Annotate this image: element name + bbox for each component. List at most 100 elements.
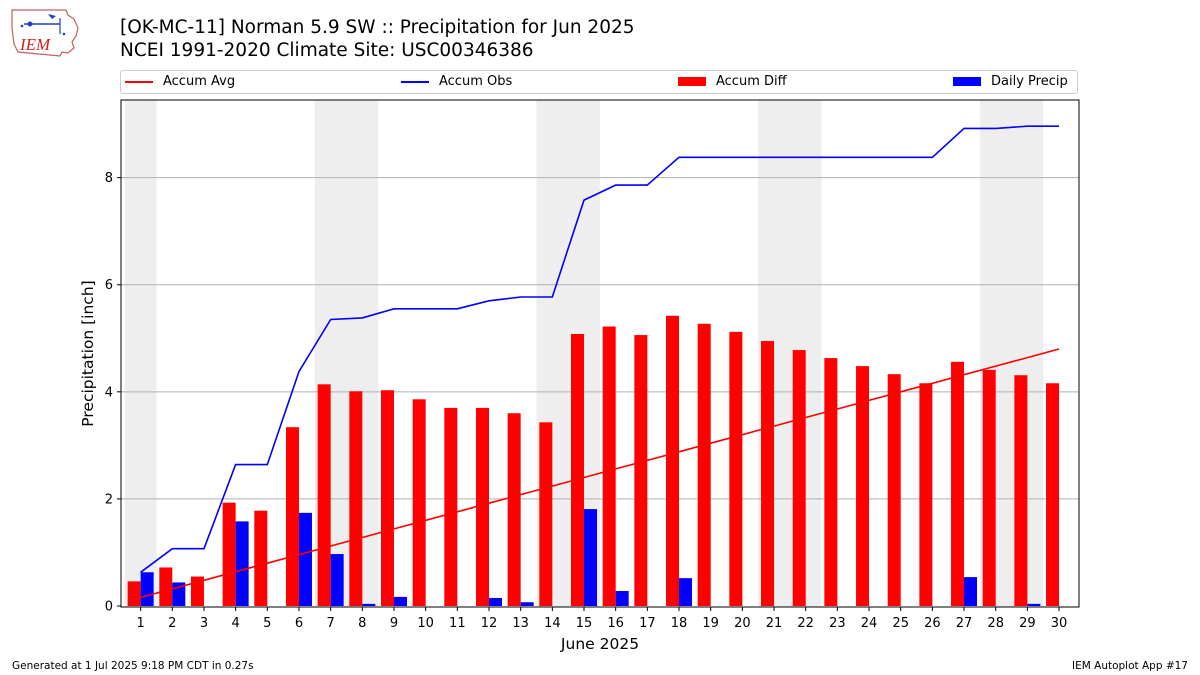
chart-title: [OK-MC-11] Norman 5.9 SW :: Precipitatio… (120, 17, 635, 38)
y-tick-label: 2 (105, 492, 113, 507)
x-tick-label: 2 (168, 616, 176, 631)
accum-diff-bar (602, 326, 616, 606)
legend-entry-daily-precip: Daily Precip (953, 74, 1068, 89)
daily-precip-bar (584, 509, 598, 606)
x-tick-label: 8 (358, 616, 366, 631)
accum-diff-bar (475, 407, 489, 606)
x-tick-label: 28 (987, 616, 1004, 631)
accum-diff-bar (824, 358, 838, 606)
accum-avg-line (140, 348, 1060, 599)
chart-subtitle: NCEI 1991-2020 Climate Site: USC00346386 (120, 40, 534, 61)
accum-diff-bar (666, 315, 680, 606)
x-tick-label: 19 (702, 616, 719, 631)
x-tick-label: 14 (544, 616, 561, 631)
footer-generated-text: Generated at 1 Jul 2025 9:18 PM CDT in 0… (12, 660, 254, 672)
x-tick-label: 17 (639, 616, 656, 631)
x-tick-label: 1 (136, 616, 144, 631)
daily-precip-bar (330, 554, 344, 606)
legend-entry-accum-obs: Accum Obs (401, 74, 512, 89)
x-tick-label: 24 (861, 616, 878, 631)
x-tick-label: 18 (671, 616, 688, 631)
x-tick-label: 6 (295, 616, 303, 631)
x-tick-label: 22 (797, 616, 814, 631)
y-tick-label: 0 (105, 600, 113, 615)
chart-legend: Accum Avg Accum Obs Accum Diff Daily Pre… (120, 70, 1078, 94)
accum-diff-bar (254, 510, 268, 606)
x-tick-label: 25 (892, 616, 909, 631)
y-tick-label: 6 (105, 278, 113, 293)
x-tick-label: 27 (956, 616, 973, 631)
x-tick-label: 23 (829, 616, 846, 631)
x-tick-label: 15 (576, 616, 593, 631)
accum-diff-bar (159, 567, 173, 606)
x-tick-label: 26 (924, 616, 941, 631)
legend-label-daily-precip: Daily Precip (991, 74, 1068, 89)
accum-diff-bar (285, 427, 299, 606)
accum-diff-bar (507, 413, 521, 606)
y-tick-label: 8 (105, 171, 113, 186)
x-tick-label: 21 (766, 616, 783, 631)
accum-diff-bar (697, 323, 711, 606)
accum-diff-bar (190, 576, 204, 606)
accum-obs-line (140, 125, 1059, 573)
accum-diff-bar (1014, 375, 1028, 606)
x-tick-label: 13 (512, 616, 529, 631)
accum-diff-bar (349, 391, 363, 606)
daily-precip-bar (235, 521, 249, 606)
x-tick-label: 4 (232, 616, 240, 631)
accum-diff-bar (1046, 383, 1060, 606)
y-tick-label: 4 (105, 385, 113, 400)
accum-diff-bar (317, 384, 331, 606)
x-tick-label: 11 (449, 616, 466, 631)
accum-diff-bar (856, 366, 870, 606)
x-tick-label: 16 (607, 616, 624, 631)
x-tick-label: 10 (417, 616, 434, 631)
legend-label-accum-obs: Accum Obs (439, 74, 513, 89)
x-tick-label: 12 (481, 616, 498, 631)
daily-precip-bar (1027, 603, 1041, 606)
legend-entry-accum-diff: Accum Diff (678, 74, 787, 89)
weekend-band (124, 100, 157, 607)
footer-app-text: IEM Autoplot App #17 (1072, 660, 1188, 672)
accum-diff-bar (127, 581, 141, 606)
x-tick-label: 3 (200, 616, 208, 631)
accum-diff-bar (792, 350, 806, 606)
x-tick-label: 30 (1051, 616, 1068, 631)
x-tick-label: 7 (327, 616, 335, 631)
daily-precip-bar (679, 578, 693, 606)
daily-precip-bar (298, 512, 312, 606)
daily-precip-bar (964, 577, 978, 606)
legend-swatch-accum-obs (401, 80, 429, 83)
accum-diff-bar (571, 333, 585, 606)
x-tick-label: 29 (1019, 616, 1036, 631)
accum-diff-bar (951, 361, 965, 606)
daily-precip-bar (362, 603, 376, 606)
daily-precip-bar (140, 572, 154, 606)
daily-precip-bar (488, 597, 502, 606)
legend-label-accum-diff: Accum Diff (716, 74, 787, 89)
accum-diff-bar (444, 407, 458, 606)
accum-diff-bar (222, 502, 236, 606)
accum-diff-bar (539, 422, 553, 606)
daily-precip-bar (520, 602, 534, 606)
legend-swatch-accum-avg (125, 80, 153, 83)
legend-swatch-daily-precip (953, 77, 981, 86)
accum-diff-bar (634, 335, 648, 606)
x-tick-label: 9 (390, 616, 398, 631)
iem-logo: IEM (11, 9, 79, 57)
accum-diff-bar (380, 390, 394, 606)
legend-swatch-accum-diff (678, 77, 706, 86)
accum-diff-bar (919, 383, 933, 606)
accum-diff-bar (887, 374, 901, 606)
accum-diff-bar (412, 399, 426, 606)
legend-entry-accum-avg: Accum Avg (125, 74, 235, 89)
y-axis-label: Precipitation [inch] (79, 280, 97, 426)
daily-precip-bar (393, 596, 407, 606)
x-tick-label: 5 (263, 616, 271, 631)
accum-diff-bar (729, 331, 743, 606)
legend-label-accum-avg: Accum Avg (163, 74, 236, 89)
x-tick-label: 20 (734, 616, 751, 631)
x-axis-label: June 2025 (560, 635, 639, 653)
daily-precip-bar (615, 591, 629, 606)
